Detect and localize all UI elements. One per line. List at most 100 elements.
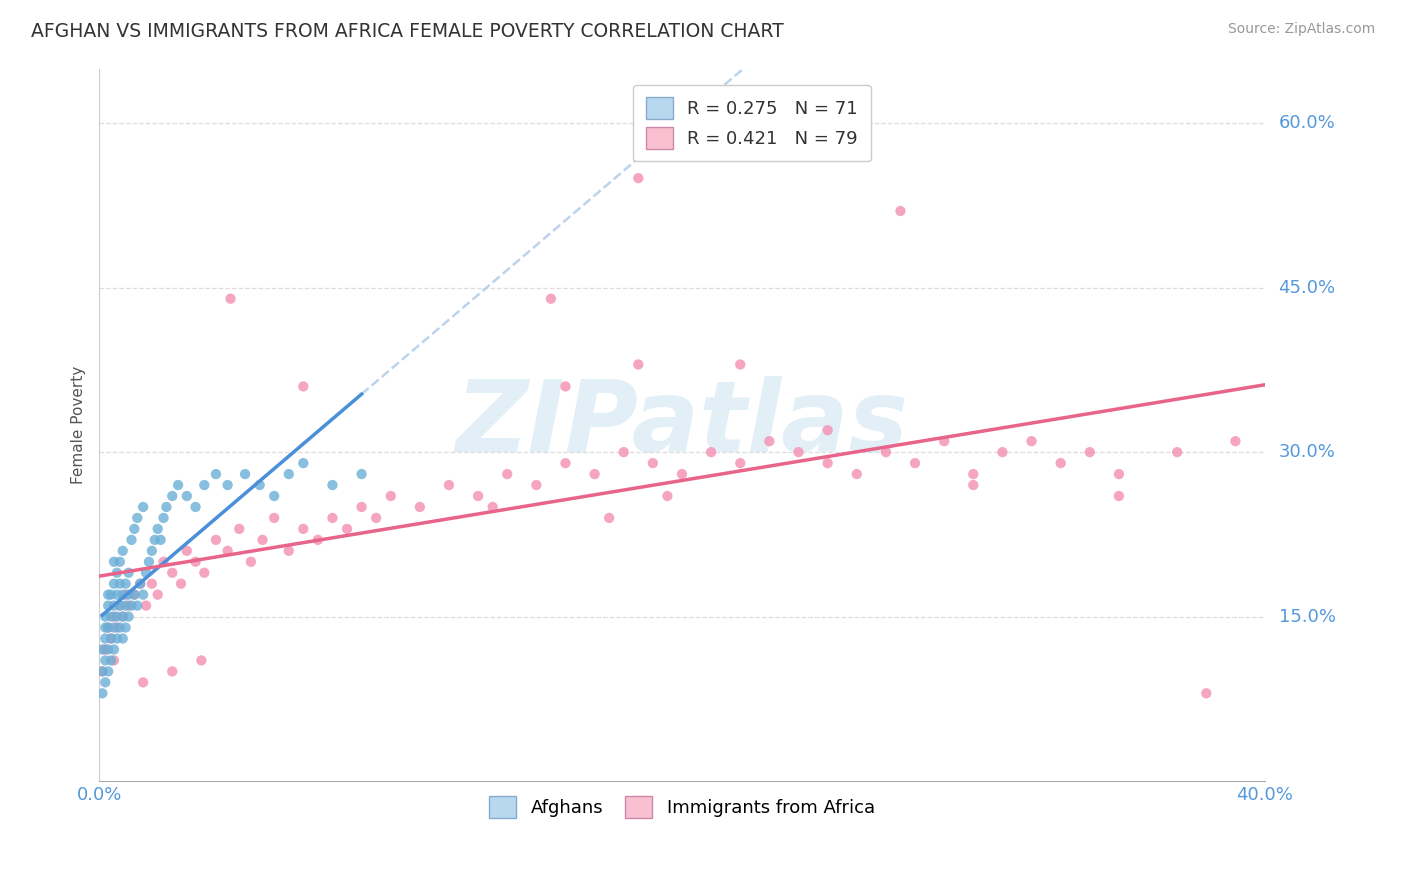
Point xyxy=(336,522,359,536)
Point xyxy=(94,642,117,657)
Point xyxy=(1078,445,1101,459)
Point xyxy=(409,500,432,514)
Point xyxy=(162,566,184,580)
Point xyxy=(524,478,547,492)
Point xyxy=(91,665,114,679)
Point xyxy=(366,511,388,525)
Point xyxy=(758,434,780,449)
Point xyxy=(105,588,128,602)
Point xyxy=(121,599,143,613)
Point xyxy=(114,588,136,602)
Point xyxy=(138,555,160,569)
Point xyxy=(239,555,262,569)
Point xyxy=(97,665,120,679)
Point xyxy=(991,445,1014,459)
Point xyxy=(817,456,839,470)
Point xyxy=(105,632,128,646)
Point xyxy=(205,467,228,481)
Point xyxy=(111,632,134,646)
Point xyxy=(962,478,984,492)
Point xyxy=(103,642,125,657)
Point xyxy=(91,642,114,657)
Point xyxy=(111,609,134,624)
Point xyxy=(114,621,136,635)
Point xyxy=(728,456,751,470)
Point xyxy=(641,456,664,470)
Point xyxy=(1021,434,1043,449)
Point xyxy=(103,555,125,569)
Legend: Afghans, Immigrants from Africa: Afghans, Immigrants from Africa xyxy=(482,789,882,825)
Point xyxy=(97,599,120,613)
Point xyxy=(1195,686,1218,700)
Point xyxy=(657,489,679,503)
Point xyxy=(700,445,723,459)
Text: 15.0%: 15.0% xyxy=(1278,607,1336,625)
Point xyxy=(176,489,198,503)
Point xyxy=(277,467,299,481)
Point xyxy=(627,358,650,372)
Point xyxy=(155,500,177,514)
Point xyxy=(117,588,139,602)
Point xyxy=(103,599,125,613)
Point xyxy=(162,665,184,679)
Point xyxy=(962,467,984,481)
Point xyxy=(292,522,315,536)
Point xyxy=(170,576,193,591)
Point xyxy=(117,609,139,624)
Point xyxy=(437,478,460,492)
Point xyxy=(111,588,134,602)
Point xyxy=(117,599,139,613)
Point xyxy=(889,204,911,219)
Point xyxy=(103,621,125,635)
Point xyxy=(108,599,131,613)
Point xyxy=(1108,489,1130,503)
Point xyxy=(554,379,576,393)
Point xyxy=(135,599,157,613)
Point xyxy=(94,609,117,624)
Point xyxy=(149,533,172,547)
Point xyxy=(350,500,373,514)
Point xyxy=(103,576,125,591)
Point xyxy=(94,621,117,635)
Point xyxy=(91,686,114,700)
Point xyxy=(143,533,166,547)
Point xyxy=(152,511,174,525)
Point xyxy=(292,379,315,393)
Point xyxy=(307,533,329,547)
Y-axis label: Female Poverty: Female Poverty xyxy=(72,366,86,483)
Text: AFGHAN VS IMMIGRANTS FROM AFRICA FEMALE POVERTY CORRELATION CHART: AFGHAN VS IMMIGRANTS FROM AFRICA FEMALE … xyxy=(31,22,783,41)
Point xyxy=(176,544,198,558)
Point xyxy=(380,489,402,503)
Point xyxy=(217,544,239,558)
Point xyxy=(228,522,250,536)
Point xyxy=(141,544,163,558)
Point xyxy=(205,533,228,547)
Point xyxy=(787,445,810,459)
Point xyxy=(103,609,125,624)
Point xyxy=(121,533,143,547)
Point xyxy=(263,489,285,503)
Point xyxy=(193,566,215,580)
Point xyxy=(219,292,242,306)
Point xyxy=(124,588,146,602)
Point xyxy=(100,609,122,624)
Point xyxy=(108,599,131,613)
Point xyxy=(146,588,169,602)
Point xyxy=(184,500,207,514)
Point xyxy=(193,478,215,492)
Point xyxy=(132,675,155,690)
Point xyxy=(627,171,650,186)
Point xyxy=(1225,434,1247,449)
Point xyxy=(875,445,897,459)
Point xyxy=(467,489,489,503)
Point xyxy=(540,292,562,306)
Point xyxy=(111,544,134,558)
Point xyxy=(114,599,136,613)
Point xyxy=(111,609,134,624)
Point xyxy=(321,478,343,492)
Point xyxy=(105,609,128,624)
Point xyxy=(217,478,239,492)
Point xyxy=(146,522,169,536)
Text: 60.0%: 60.0% xyxy=(1278,114,1336,132)
Point xyxy=(124,588,146,602)
